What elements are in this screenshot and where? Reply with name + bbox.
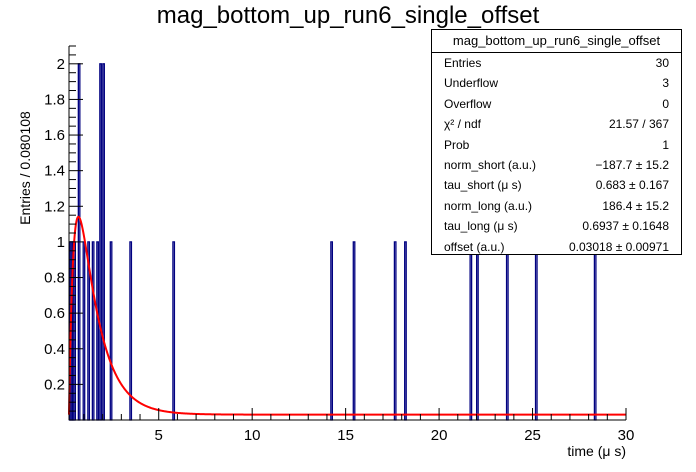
stats-key: norm_short (a.u.): [444, 157, 537, 172]
stats-value: 0.683 ± 0.167: [595, 178, 669, 193]
fit-curve: [68, 215, 626, 416]
stats-key: Entries: [444, 56, 482, 70]
stats-value: 30: [655, 56, 669, 70]
y-axis-label: Entries / 0.080108: [17, 111, 33, 225]
stats-value: 0: [662, 96, 669, 111]
stats-row: Entries 30: [432, 53, 681, 73]
stats-row: norm_short (a.u.) −187.7 ± 15.2: [432, 155, 681, 175]
stats-row: χ² / ndf 21.57 / 367: [432, 114, 681, 134]
x-tick-label: 15: [337, 427, 354, 444]
x-tick-label: 20: [431, 427, 448, 444]
stats-key: Prob: [444, 137, 470, 152]
stats-value: 0.03018 ± 0.00971: [568, 239, 669, 254]
stats-value: 1: [662, 137, 669, 152]
stats-row: tau_short (μ s) 0.683 ± 0.167: [432, 175, 681, 195]
stats-value: 186.4 ± 15.2: [602, 198, 669, 213]
stats-key: Underflow: [444, 76, 499, 91]
x-tick-label: 10: [244, 427, 261, 444]
stats-value: 0.6937 ± 0.1648: [582, 219, 669, 234]
stats-key: tau_long (μ s): [444, 219, 518, 234]
stats-box: mag_bottom_up_run6_single_offset Entries…: [431, 29, 682, 255]
x-tick-label: 25: [524, 427, 541, 444]
y-tick-label: 1.6: [44, 127, 65, 144]
stats-row: norm_long (a.u.) 186.4 ± 15.2: [432, 196, 681, 216]
y-tick-label: 1.4: [44, 163, 65, 180]
stats-rows: Entries 30 Underflow 3 Overflow 0 χ² / ndf 21.5…: [432, 53, 681, 257]
x-tick-label: 30: [618, 427, 635, 444]
stats-key: norm_long (a.u.): [444, 198, 533, 213]
stats-row: tau_long (μ s) 0.6937 ± 0.1648: [432, 216, 681, 236]
stats-key: tau_short (μ s): [444, 178, 522, 193]
stats-box-title: mag_bottom_up_run6_single_offset: [432, 30, 681, 53]
stats-key: offset (a.u.): [444, 239, 505, 254]
stats-row: Overflow 0: [432, 94, 681, 114]
y-tick-label: 0.4: [44, 341, 65, 358]
y-tick-label: 0.2: [44, 376, 65, 393]
y-tick-label: 0.6: [44, 305, 65, 322]
y-tick-label: 0.8: [44, 270, 65, 287]
y-tick-label: 1.2: [44, 198, 65, 215]
stats-row: Underflow 3: [432, 73, 681, 93]
y-tick-label: 2: [57, 56, 65, 73]
stats-key: χ² / ndf: [444, 117, 481, 132]
stats-value: 21.57 / 367: [608, 117, 669, 132]
stats-key: Overflow: [444, 96, 492, 111]
y-tick-label: 1: [57, 234, 65, 251]
chart-title: mag_bottom_up_run6_single_offset: [156, 2, 540, 29]
x-axis-label: time (μ s): [567, 443, 626, 459]
stats-value: −187.7 ± 15.2: [595, 157, 669, 172]
y-tick-label: 1.8: [44, 91, 65, 108]
x-tick-label: 5: [155, 427, 163, 444]
stats-row: Prob 1: [432, 135, 681, 155]
stats-value: 3: [662, 76, 669, 91]
stats-row: offset (a.u.) 0.03018 ± 0.00971: [432, 237, 681, 257]
